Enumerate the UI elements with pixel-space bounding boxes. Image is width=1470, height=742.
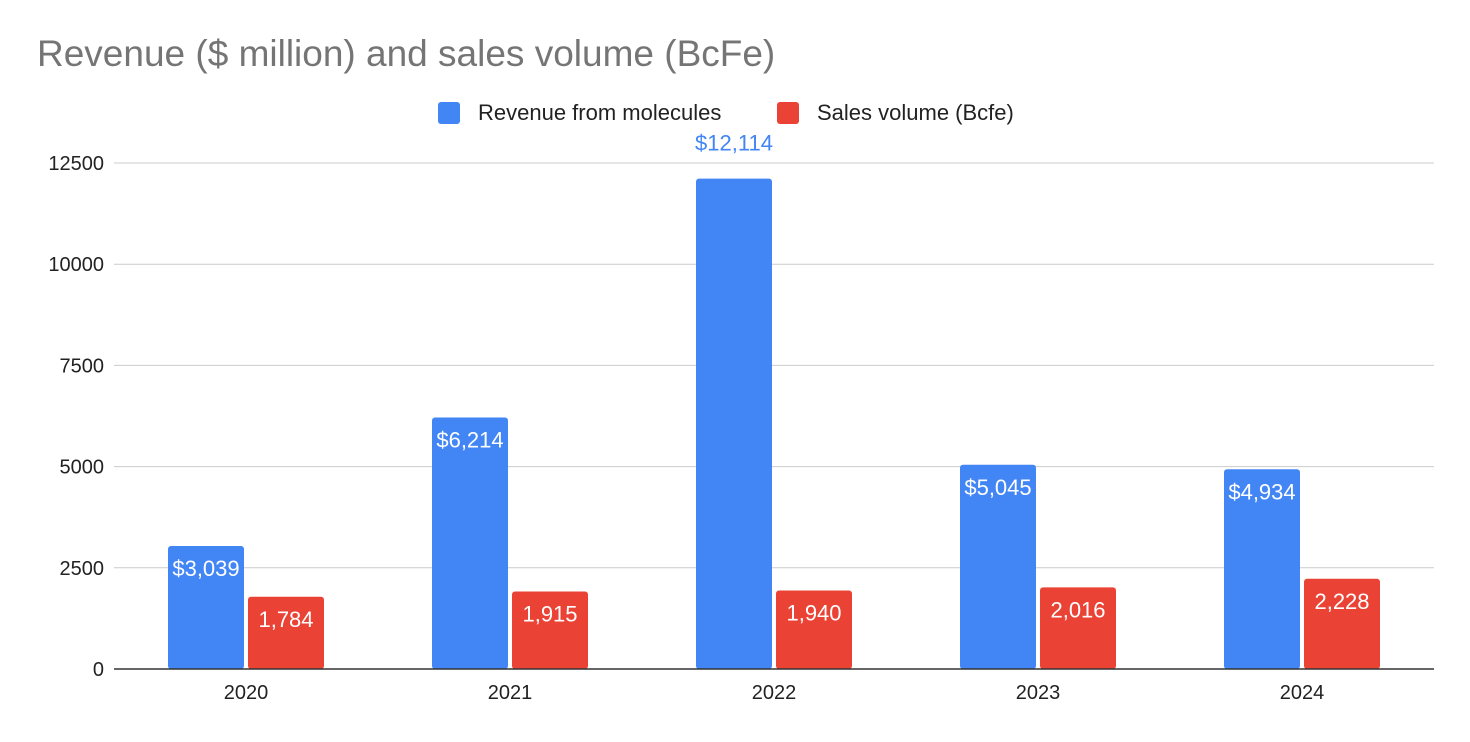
y-tick-label: 0	[93, 659, 104, 681]
x-tick-label: 2020	[224, 682, 269, 704]
legend-label-sales-volume: Sales volume (Bcfe)	[817, 100, 1014, 125]
legend-swatch-revenue	[438, 102, 460, 124]
data-label-revenue: $3,039	[172, 556, 239, 581]
legend-item-sales-volume[interactable]: Sales volume (Bcfe)	[777, 97, 1014, 129]
data-label-sales-volume: 2,016	[1050, 597, 1105, 622]
data-label-revenue: $5,045	[964, 475, 1031, 500]
bar-revenue	[960, 464, 1036, 669]
chart-title: Revenue ($ million) and sales volume (Bc…	[37, 33, 776, 74]
legend-label-revenue: Revenue from molecules	[478, 100, 722, 125]
data-label-revenue: $6,214	[436, 427, 503, 452]
legend-swatch-sales-volume	[777, 102, 799, 124]
data-label-sales-volume: 1,940	[786, 600, 841, 625]
data-label-revenue: $4,934	[1228, 479, 1295, 504]
x-tick-label: 2022	[752, 682, 797, 704]
y-tick-label: 5000	[60, 457, 105, 479]
y-tick-label: 12500	[48, 153, 104, 175]
bar-revenue	[1224, 469, 1300, 669]
x-tick-label: 2023	[1016, 682, 1061, 704]
bar-sales-volume	[776, 590, 852, 669]
bar-revenue	[168, 545, 244, 669]
bar-revenue	[432, 417, 508, 669]
data-label-sales-volume: 1,784	[258, 607, 313, 632]
x-tick-label: 2024	[1280, 682, 1325, 704]
y-tick-label: 10000	[48, 254, 104, 276]
bar-sales-volume	[248, 596, 324, 669]
y-tick-label: 7500	[60, 355, 105, 377]
data-label-revenue: $12,114	[695, 131, 773, 156]
data-label-sales-volume: 1,915	[522, 601, 577, 626]
legend-item-revenue[interactable]: Revenue from molecules	[438, 97, 721, 129]
data-label-sales-volume: 2,228	[1314, 589, 1369, 614]
bar-revenue	[696, 178, 772, 669]
bar-sales-volume	[1304, 578, 1380, 669]
y-tick-label: 2500	[60, 558, 105, 580]
x-tick-label: 2021	[488, 682, 533, 704]
legend: Revenue from molecules Sales volume (Bcf…	[0, 97, 1470, 129]
bar-sales-volume	[512, 591, 588, 669]
bar-sales-volume	[1040, 587, 1116, 669]
